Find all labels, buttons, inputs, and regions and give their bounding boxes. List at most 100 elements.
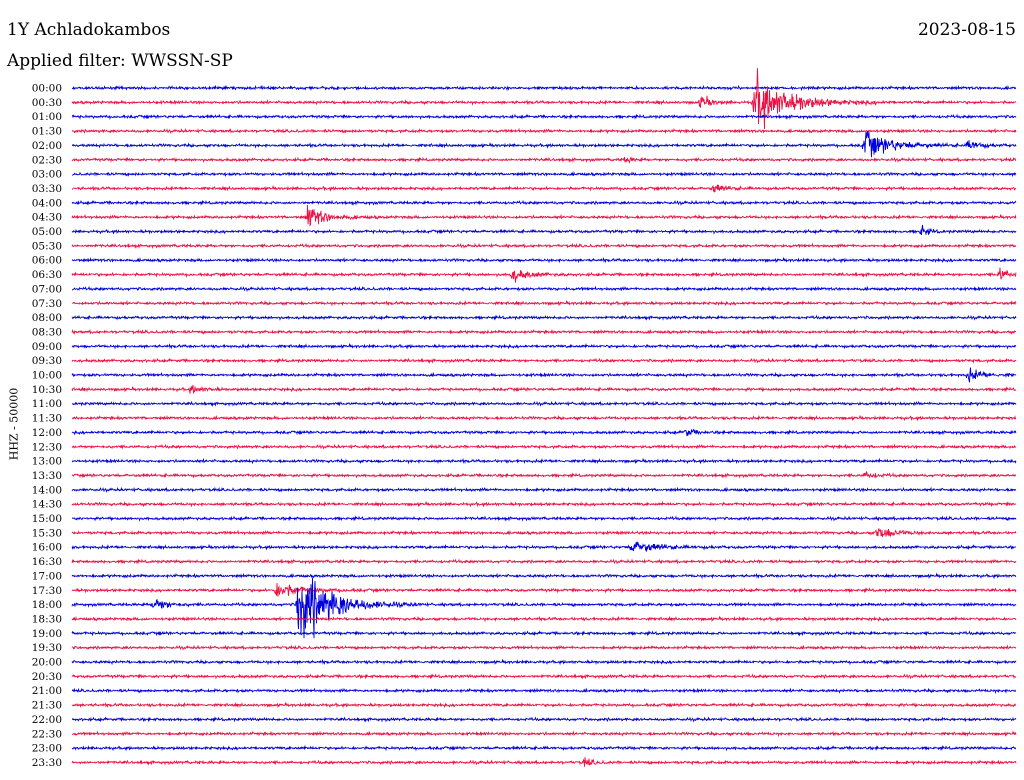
trace-label-1400: 14:00 xyxy=(32,484,62,496)
trace-2200 xyxy=(71,716,1017,723)
trace-0730 xyxy=(72,299,1017,307)
trace-label-1130: 11:30 xyxy=(32,413,62,425)
trace-0200 xyxy=(71,131,1017,158)
trace-label-1830: 18:30 xyxy=(32,613,62,625)
trace-label-2130: 21:30 xyxy=(32,700,62,712)
trace-1630 xyxy=(71,558,1017,565)
trace-2330 xyxy=(71,757,1017,767)
trace-label-1900: 19:00 xyxy=(32,628,62,640)
trace-0530 xyxy=(71,242,1017,250)
trace-label-0400: 04:00 xyxy=(32,197,62,209)
trace-0900 xyxy=(71,342,1017,350)
trace-1200 xyxy=(71,428,1017,436)
trace-1400 xyxy=(71,486,1017,493)
trace-label-0600: 06:00 xyxy=(32,255,62,267)
trace-0930 xyxy=(71,357,1017,364)
trace-label-2200: 22:00 xyxy=(32,714,62,726)
trace-0130 xyxy=(71,127,1017,135)
trace-label-0630: 06:30 xyxy=(32,269,62,281)
trace-label-0700: 07:00 xyxy=(32,283,62,295)
trace-label-0930: 09:30 xyxy=(32,355,62,367)
trace-label-1530: 15:30 xyxy=(32,527,62,539)
trace-label-1730: 17:30 xyxy=(32,585,62,597)
trace-1930 xyxy=(71,644,1017,651)
trace-label-0900: 09:00 xyxy=(32,341,62,353)
trace-label-0000: 00:00 xyxy=(32,83,62,95)
trace-label-1000: 10:00 xyxy=(32,370,62,382)
trace-label-1200: 12:00 xyxy=(32,427,62,439)
trace-0230 xyxy=(71,156,1016,164)
trace-1800 xyxy=(71,577,1017,639)
trace-0600 xyxy=(71,256,1017,264)
trace-0430 xyxy=(71,204,1017,227)
trace-label-1030: 10:30 xyxy=(32,384,62,396)
trace-1030 xyxy=(71,384,1017,394)
trace-0630 xyxy=(71,267,1017,283)
trace-1700 xyxy=(71,572,1017,580)
trace-0300 xyxy=(72,170,1017,178)
trace-1300 xyxy=(71,457,1017,465)
trace-1730 xyxy=(71,583,1017,597)
trace-label-2230: 22:30 xyxy=(32,728,62,740)
trace-label-0500: 05:00 xyxy=(32,226,62,238)
trace-1000 xyxy=(71,367,1017,383)
trace-2130 xyxy=(71,701,1017,709)
trace-label-0130: 01:30 xyxy=(32,126,62,138)
trace-label-0100: 01:00 xyxy=(32,111,62,123)
trace-1230 xyxy=(71,443,1017,450)
trace-label-1800: 18:00 xyxy=(32,599,62,611)
trace-label-1600: 16:00 xyxy=(32,542,62,554)
trace-label-0330: 03:30 xyxy=(32,183,62,195)
trace-1900 xyxy=(71,630,1017,637)
trace-label-1300: 13:00 xyxy=(32,456,62,468)
trace-1830 xyxy=(71,615,1017,623)
trace-label-0230: 02:30 xyxy=(32,154,62,166)
trace-0100 xyxy=(72,113,1017,121)
trace-label-1930: 19:30 xyxy=(32,642,62,654)
trace-label-0300: 03:00 xyxy=(32,169,62,181)
trace-label-1100: 11:00 xyxy=(32,398,62,410)
trace-1130 xyxy=(71,414,1017,422)
trace-1100 xyxy=(71,400,1017,407)
trace-2230 xyxy=(72,730,1017,738)
trace-label-1700: 17:00 xyxy=(32,570,62,582)
trace-label-2030: 20:30 xyxy=(32,671,62,683)
trace-0700 xyxy=(71,285,1017,292)
trace-0500 xyxy=(71,224,1017,235)
trace-label-0830: 08:30 xyxy=(32,326,62,338)
trace-1430 xyxy=(71,500,1017,508)
trace-1530 xyxy=(71,528,1017,538)
trace-label-2300: 23:00 xyxy=(32,743,62,755)
trace-label-0530: 05:30 xyxy=(32,240,62,252)
trace-label-2330: 23:30 xyxy=(32,757,62,769)
trace-0000 xyxy=(71,84,1017,92)
trace-2000 xyxy=(71,658,1017,666)
trace-2100 xyxy=(71,687,1017,695)
trace-label-1630: 16:30 xyxy=(32,556,62,568)
trace-0800 xyxy=(71,314,1017,321)
trace-label-0200: 02:00 xyxy=(32,140,62,152)
trace-label-1430: 14:30 xyxy=(32,499,62,511)
trace-0830 xyxy=(71,328,1017,336)
trace-1500 xyxy=(71,515,1017,522)
trace-2300 xyxy=(71,744,1016,752)
trace-label-1500: 15:00 xyxy=(32,513,62,525)
trace-label-2100: 21:00 xyxy=(32,685,62,697)
trace-1330 xyxy=(71,471,1017,479)
trace-label-0800: 08:00 xyxy=(32,312,62,324)
trace-1600 xyxy=(71,541,1017,552)
trace-label-0730: 07:30 xyxy=(32,298,62,310)
trace-0330 xyxy=(71,184,1017,193)
trace-label-1330: 13:30 xyxy=(32,470,62,482)
trace-0030 xyxy=(71,68,1017,130)
station-title: 1Y Achladokambos xyxy=(7,20,171,40)
trace-label-0030: 00:30 xyxy=(32,97,62,109)
trace-label-1230: 12:30 xyxy=(32,441,62,453)
filter-label: Applied filter: WWSSN-SP xyxy=(7,51,233,71)
trace-0400 xyxy=(71,199,1017,207)
date-label: 2023-08-15 xyxy=(917,20,1016,40)
trace-label-0430: 04:30 xyxy=(32,212,62,224)
trace-2030 xyxy=(71,673,1016,680)
trace-label-2000: 20:00 xyxy=(32,657,62,669)
